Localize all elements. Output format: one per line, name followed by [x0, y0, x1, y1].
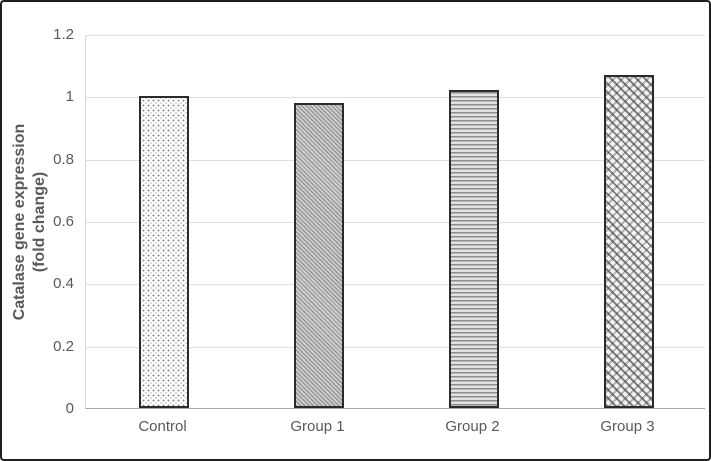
bar-group-3: [603, 74, 654, 408]
plot-area: [85, 35, 705, 409]
y-tick-label: 1.2: [53, 26, 74, 43]
x-category-label: Group 2: [445, 418, 500, 435]
x-category-label: Group 1: [290, 418, 345, 435]
y-tick-label: 0.8: [53, 150, 74, 168]
gridline: [86, 284, 705, 286]
gridline: [86, 159, 705, 161]
bar-control: [138, 96, 189, 408]
bar-group-2: [448, 90, 499, 408]
gridline: [86, 35, 705, 36]
y-tick-label: 0.6: [53, 213, 74, 230]
y-tick-label: 0: [65, 400, 74, 417]
y-tick-label: 0.4: [53, 275, 74, 293]
gridline: [86, 222, 705, 223]
y-tick-label: 1: [65, 88, 74, 106]
bar-group-1: [293, 102, 344, 408]
gridline: [86, 346, 705, 348]
x-category-label: Control: [138, 418, 187, 435]
x-category-label: Group 3: [600, 418, 655, 435]
gridline: [86, 97, 705, 99]
y-tick-label: 0.2: [53, 337, 74, 355]
